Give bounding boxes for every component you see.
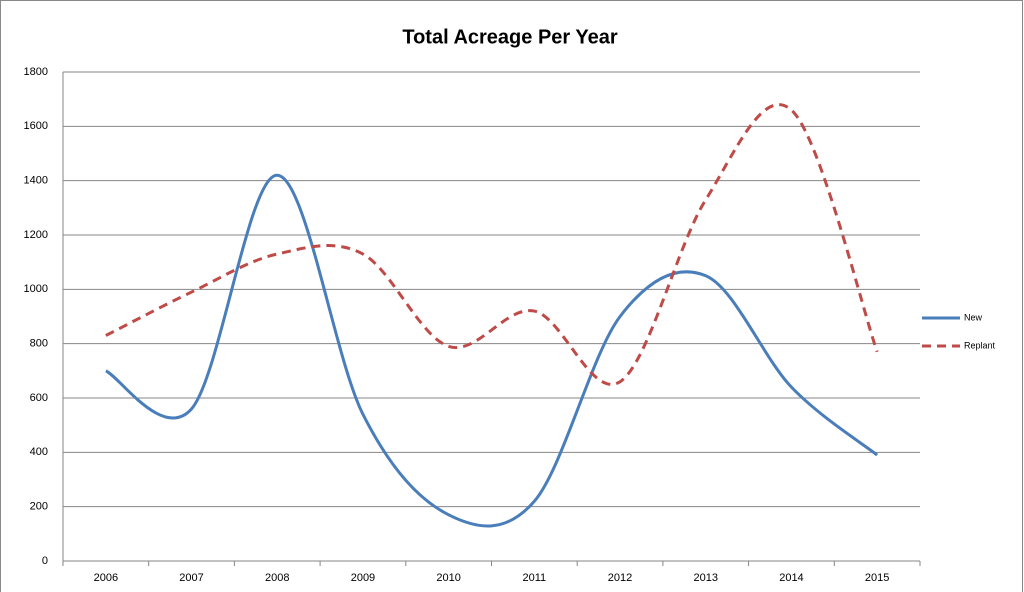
y-tick-label: 1600 [24, 120, 48, 132]
line-series [105, 173, 879, 528]
y-tick-label: 600 [30, 392, 48, 404]
legend-label: New [964, 312, 983, 322]
y-tick-label: 800 [30, 338, 48, 350]
legend-label: Replant [964, 340, 996, 350]
x-tick-label: 2008 [265, 572, 289, 584]
chart-title: Total Acreage Per Year [402, 26, 618, 48]
x-tick-label: 2015 [865, 572, 889, 584]
y-tick-label: 200 [30, 501, 48, 513]
x-tick-label: 2009 [351, 572, 375, 584]
x-tick-label: 2006 [94, 572, 118, 584]
y-tick-label: 1200 [24, 229, 48, 241]
y-tick-label: 1400 [24, 175, 48, 187]
x-tick-label: 2010 [436, 572, 460, 584]
y-tick-label: 1000 [24, 283, 48, 295]
x-tick-label: 2014 [779, 572, 803, 584]
x-tick-label: 2013 [694, 572, 718, 584]
y-tick-label: 1800 [24, 66, 48, 78]
x-tick-label: 2011 [523, 572, 547, 584]
x-tick-label: 2007 [179, 572, 203, 584]
y-tick-label: 0 [42, 555, 48, 567]
line-series [105, 103, 879, 386]
y-tick-label: 400 [30, 446, 48, 458]
x-tick-label: 2012 [608, 572, 632, 584]
